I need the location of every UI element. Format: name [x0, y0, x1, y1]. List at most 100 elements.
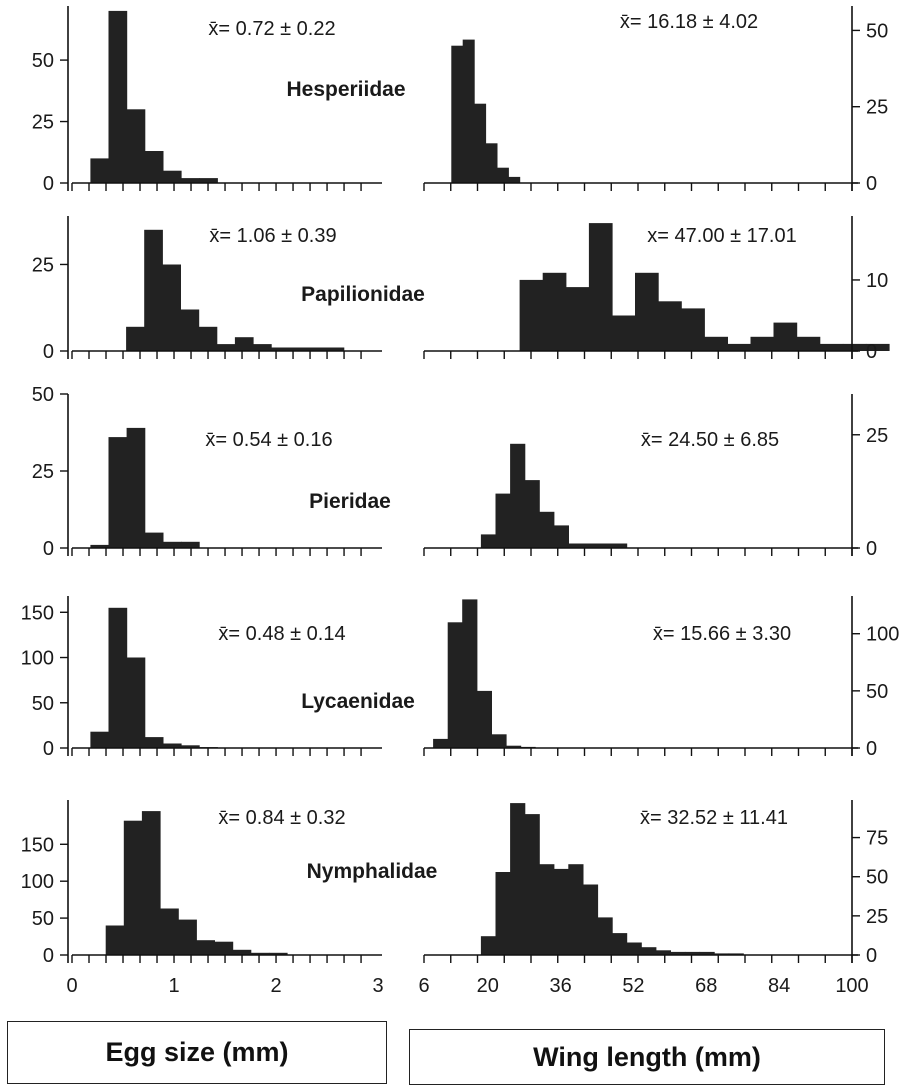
y-tick-label: 50 — [866, 681, 888, 703]
histogram-bar — [684, 951, 701, 955]
histogram-bar — [162, 170, 182, 183]
histogram-bar — [510, 803, 526, 955]
y-tick-label: 10 — [866, 270, 888, 292]
histogram-bar — [588, 223, 613, 351]
histogram-bar — [681, 308, 705, 351]
y-tick-label: 75 — [866, 828, 888, 850]
histogram-bar — [542, 272, 567, 351]
wing-panel-pieridae: 0 25 x̄= 24.50 ± 6.85 — [423, 394, 888, 560]
y-tick-label: 0 — [43, 341, 54, 363]
y-tick-label: 100 — [21, 648, 54, 670]
histogram-bar — [144, 737, 164, 748]
histogram-bar — [539, 511, 555, 548]
histogram-bar — [199, 178, 218, 183]
family-label: Hesperiidae — [286, 78, 405, 101]
y-tick-label: 0 — [43, 538, 54, 560]
histogram-bar — [181, 541, 200, 548]
mean-sd-label: x̄= 0.48 ± 0.14 — [218, 623, 345, 645]
histogram-bar — [433, 738, 449, 748]
mean-sd-label: x̄= 16.18 ± 4.02 — [620, 11, 758, 33]
histogram-bar — [506, 745, 522, 748]
histogram-bar — [144, 151, 164, 183]
histogram-bar — [495, 493, 511, 548]
histogram-bar — [108, 437, 128, 548]
histogram-bar — [727, 343, 752, 351]
histogram-bar — [462, 599, 478, 748]
histogram-bar — [144, 229, 163, 351]
histogram-bar — [250, 952, 270, 955]
y-tick-label: 0 — [43, 738, 54, 760]
histogram-bar — [90, 731, 110, 748]
x-tick-label: 100 — [835, 975, 868, 997]
histogram-bar — [658, 301, 682, 351]
histogram-bar — [141, 811, 161, 955]
histogram-bar — [90, 158, 110, 183]
histogram-bar — [447, 622, 463, 748]
y-tick-label: 100 — [866, 624, 899, 646]
histogram-bar — [582, 543, 599, 548]
wing-panel-lycaenidae: 0 50 100 x̄= 15.66 ± 3.30 — [423, 596, 899, 760]
x-tick-label: 0 — [66, 975, 77, 997]
histogram-bar — [474, 103, 487, 183]
histogram-bar — [108, 607, 128, 748]
mean-sd-label: x̄= 0.84 ± 0.32 — [218, 807, 345, 829]
histogram-bar — [126, 326, 145, 351]
family-label: Papilionidae — [301, 283, 425, 306]
histogram-bar — [524, 480, 540, 548]
y-tick-label: 25 — [32, 112, 54, 134]
y-tick-label: 25 — [32, 254, 54, 276]
histogram-bar — [773, 322, 798, 351]
histogram-bar — [842, 343, 867, 351]
histogram-bar — [704, 336, 728, 351]
mean-sd-label: x̄= 15.66 ± 3.30 — [653, 623, 791, 645]
histogram-bar — [232, 949, 252, 955]
histogram-bar — [582, 884, 599, 955]
family-label: Pieridae — [309, 490, 391, 513]
histogram-bar — [699, 951, 715, 955]
wing-panel-papilionidae: 0 10 x= 47.00 ± 17.01 — [423, 216, 890, 363]
histogram-bar — [597, 543, 613, 548]
y-tick-label: 150 — [21, 834, 54, 856]
histogram-bar — [612, 543, 628, 548]
histogram-bar — [480, 936, 497, 955]
histogram-bar — [568, 864, 584, 955]
histogram-bar — [796, 336, 821, 351]
x-tick-label: 68 — [695, 975, 717, 997]
wing-panel-nymphalidae: 0 25 50 75 x̄= 32.52 ± 11.41 — [423, 800, 888, 967]
histogram-bar — [539, 864, 555, 955]
y-tick-label: 0 — [866, 538, 877, 560]
histogram-bar — [178, 919, 197, 955]
histogram-bar — [253, 344, 272, 351]
y-tick-label: 50 — [32, 908, 54, 930]
histogram-bar — [108, 10, 128, 184]
histogram-bar — [655, 950, 671, 955]
family-label: Lycaenidae — [301, 690, 415, 713]
y-tick-label: 25 — [32, 461, 54, 483]
y-tick-label: 50 — [866, 20, 888, 42]
egg-size-axis-title: Egg size (mm) — [105, 1037, 289, 1067]
histogram-bar — [307, 347, 327, 351]
egg-panel-nymphalidae: 0 50 100 150 x̄= 0.84 ± 0.32 Nymphalidae — [21, 800, 438, 967]
histogram-bar — [480, 534, 497, 548]
y-tick-label: 50 — [32, 50, 54, 72]
y-tick-label: 0 — [866, 945, 877, 967]
histogram-bar — [123, 820, 143, 955]
histogram-bar — [476, 690, 492, 748]
family-label: Nymphalidae — [307, 860, 438, 883]
histogram-bar — [612, 933, 628, 955]
x-tick-label: 84 — [768, 975, 790, 997]
histogram-bar — [180, 309, 200, 351]
histogram-bar — [565, 287, 590, 351]
histogram-bar — [105, 925, 125, 955]
histogram-bar — [268, 952, 288, 955]
x-tick-label: 1 — [168, 975, 179, 997]
histogram-bar — [196, 940, 215, 955]
histogram-bar — [524, 814, 540, 955]
histogram-bar — [234, 337, 254, 351]
histogram-bar — [641, 947, 657, 955]
histogram-bar — [144, 532, 164, 548]
wing-length-axis-title: Wing length (mm) — [533, 1041, 761, 1072]
histogram-bar — [271, 347, 290, 351]
y-tick-label: 0 — [43, 173, 54, 195]
histogram-bar — [162, 743, 182, 748]
